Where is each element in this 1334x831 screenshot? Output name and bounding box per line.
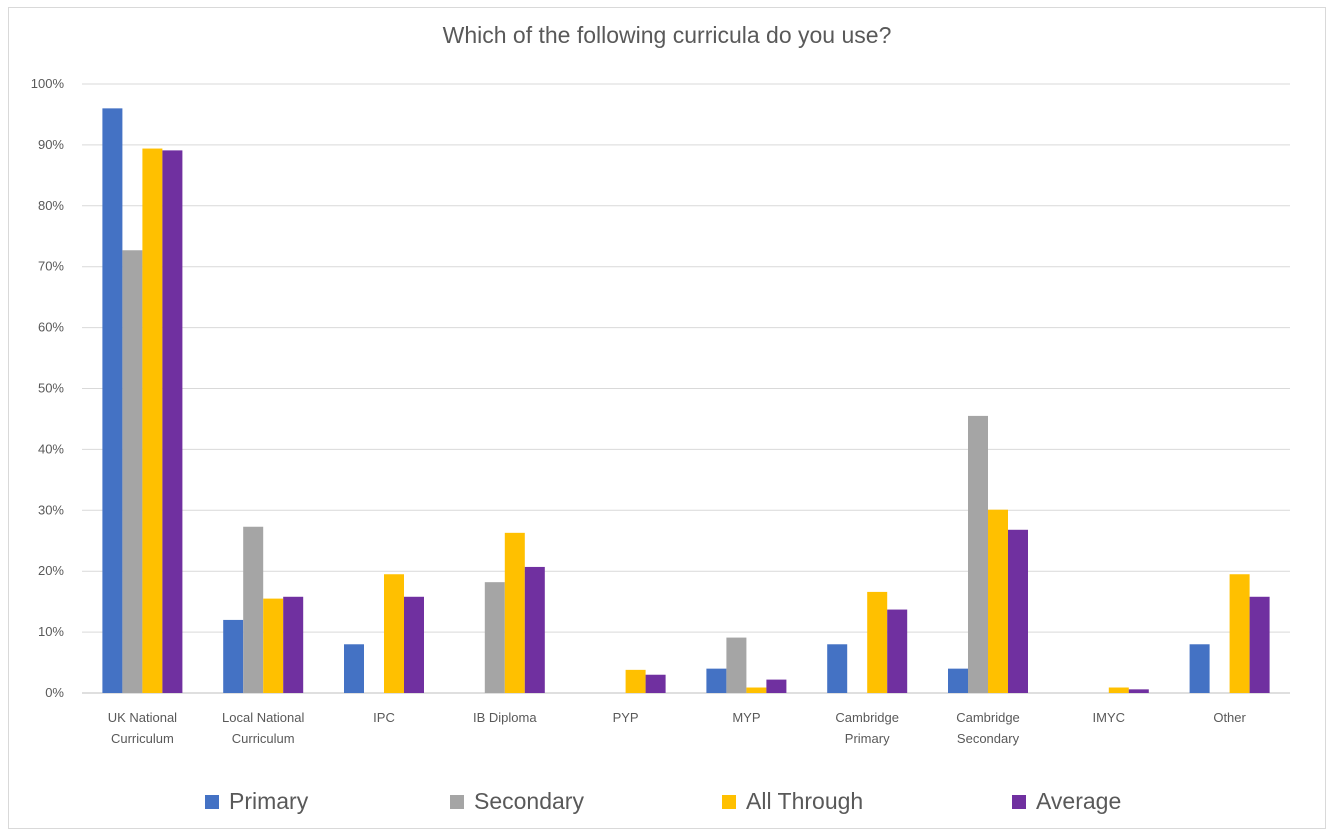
y-tick-label: 80%: [38, 198, 64, 213]
bar-average: [1008, 529, 1028, 693]
x-category-label: MYP: [732, 710, 760, 725]
y-tick-label: 20%: [38, 563, 64, 578]
bar-average: [162, 150, 183, 694]
y-tick-label: 50%: [38, 381, 64, 396]
y-tick-label: 90%: [38, 137, 64, 152]
x-category-label: IB Diploma: [473, 710, 537, 725]
legend-item: Secondary: [450, 788, 584, 815]
y-tick-label: 40%: [38, 441, 64, 456]
bar-secondary: [122, 250, 143, 693]
bar-all-through: [384, 574, 404, 693]
legend-swatch: [205, 794, 219, 809]
x-axis-labels: UK National Curriculum Local National Curri…: [108, 710, 1247, 746]
bar-all-through: [263, 598, 284, 693]
y-axis-ticks: 0% 10% 20% 30% 40% 50% 60% 70% 80% 90% 100%: [31, 76, 65, 700]
bar-primary: [1189, 644, 1210, 693]
x-category-label: Other: [1213, 710, 1246, 725]
bar-secondary: [726, 637, 747, 693]
bar-average: [1249, 596, 1270, 693]
bar-secondary: [243, 526, 264, 693]
bar-all-through: [504, 532, 525, 693]
legend-label: Primary: [229, 788, 309, 814]
legend: Primary Secondary All Through Average: [0, 788, 1334, 820]
bar-average: [645, 674, 666, 693]
legend-swatch: [722, 794, 736, 809]
legend-label: Average: [1036, 788, 1122, 814]
y-tick-label: 10%: [38, 624, 64, 639]
chart-plot: 0% 10% 20% 30% 40% 50% 60% 70% 80% 90% 100% UK Nat…: [31, 76, 1290, 746]
legend-label: Secondary: [474, 788, 584, 814]
bar-secondary: [968, 415, 988, 693]
bar-primary: [102, 108, 123, 694]
bar-secondary: [484, 582, 505, 693]
legend-item: Average: [1012, 788, 1121, 815]
gridlines: [82, 83, 1290, 694]
y-tick-label: 30%: [38, 502, 64, 517]
y-tick-label: 0%: [45, 685, 64, 700]
legend-item: Primary: [205, 788, 308, 815]
chart-title: Which of the following curricula do you …: [442, 22, 892, 48]
bar-primary: [223, 619, 244, 693]
bar-average: [766, 679, 787, 693]
x-category-label: Secondary: [957, 731, 1020, 746]
bar-all-through: [625, 669, 646, 693]
bar-all-through: [746, 687, 767, 693]
bar-average: [1128, 689, 1149, 693]
x-category-label: Cambridge: [835, 710, 899, 725]
bar-average: [283, 596, 304, 693]
x-category-label: IMYC: [1093, 710, 1126, 725]
x-category-label: Curriculum: [111, 731, 174, 746]
legend-item: All Through: [722, 788, 863, 815]
bar-all-through: [1108, 687, 1129, 693]
y-tick-label: 60%: [38, 320, 64, 335]
x-category-label: UK National: [108, 710, 177, 725]
legend-label: All Through: [746, 788, 864, 814]
x-category-label: Curriculum: [232, 731, 295, 746]
bar-average: [524, 566, 545, 693]
x-category-label: PYP: [613, 710, 639, 725]
bar-all-through: [867, 591, 888, 693]
bars: [102, 108, 1270, 694]
bar-primary: [827, 644, 848, 693]
bar-primary: [948, 668, 968, 693]
bar-average: [404, 596, 424, 693]
bar-average: [887, 609, 908, 693]
x-category-label: Local National: [222, 710, 304, 725]
y-tick-label: 100%: [31, 76, 65, 91]
x-category-label: Cambridge: [956, 710, 1020, 725]
legend-swatch: [1012, 794, 1026, 809]
bar-all-through: [1229, 574, 1250, 693]
y-tick-label: 70%: [38, 259, 64, 274]
bar-primary: [344, 644, 364, 693]
x-category-label: Primary: [845, 731, 890, 746]
bar-all-through: [988, 509, 1008, 693]
bar-primary: [706, 668, 727, 693]
x-category-label: IPC: [373, 710, 395, 725]
legend-swatch: [450, 794, 464, 809]
bar-all-through: [142, 148, 163, 693]
